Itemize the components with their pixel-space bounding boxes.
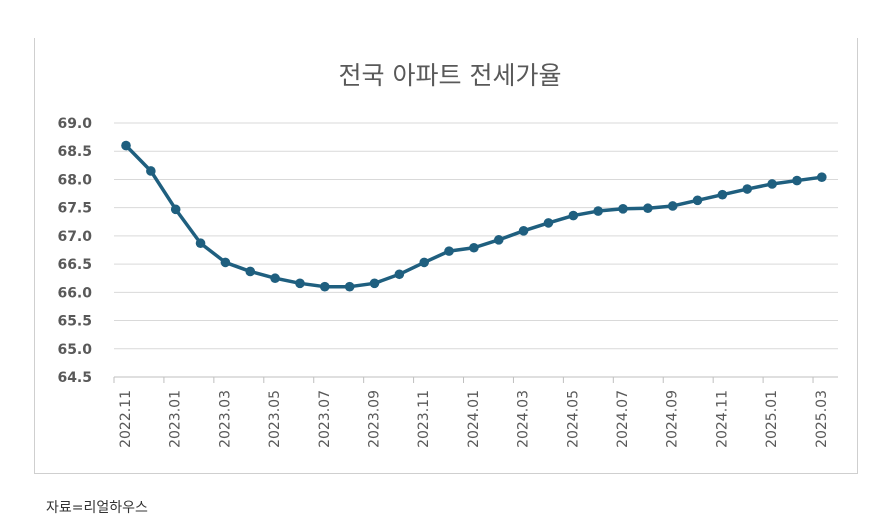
data-point xyxy=(643,203,653,214)
data-point xyxy=(543,218,554,228)
y-tick-label: 65.5 xyxy=(57,314,92,330)
x-tick-label: 2023.03 xyxy=(217,390,233,448)
y-tick-label: 64.5 xyxy=(57,370,92,386)
data-point xyxy=(394,269,405,280)
data-point xyxy=(692,195,703,206)
x-tick-label: 2023.01 xyxy=(168,390,184,448)
data-point xyxy=(419,257,430,268)
y-tick-label: 66.5 xyxy=(57,257,92,273)
y-tick-label: 69.0 xyxy=(57,116,92,132)
x-tick-label: 2023.09 xyxy=(367,390,383,448)
data-point xyxy=(295,278,305,289)
chart-frame xyxy=(34,38,858,474)
data-point xyxy=(792,175,802,186)
data-point xyxy=(493,235,504,245)
data-point xyxy=(245,266,256,277)
x-axis: 2022.11 2023.01 2023.03 2023.05 2023.07 2023.… xyxy=(113,376,838,448)
data-point xyxy=(593,206,603,216)
data-point xyxy=(220,257,231,268)
y-tick-label: 67.0 xyxy=(57,229,92,245)
y-tick-label: 67.5 xyxy=(57,201,92,217)
chart-title: 전국 아파트 전세가율 xyxy=(339,61,562,90)
x-tick-label: 2024.01 xyxy=(466,390,482,448)
y-axis-ticks: 69.0 68.5 68.0 67.5 67.0 66.5 66.0 65.5 65.0 64.5 xyxy=(57,116,92,386)
y-tick-label: 66.0 xyxy=(57,285,92,301)
y-tick-label: 68.5 xyxy=(57,144,92,160)
data-point xyxy=(568,210,579,221)
series-polyline xyxy=(124,144,823,289)
x-tick-label: 2022.11 xyxy=(118,390,134,448)
data-point xyxy=(717,189,728,200)
x-tick-label: 2024.07 xyxy=(615,390,631,448)
series-line xyxy=(121,140,827,292)
data-point xyxy=(444,246,454,256)
x-tick-label: 2023.11 xyxy=(416,390,432,448)
data-point xyxy=(817,172,827,182)
data-point xyxy=(667,201,678,211)
data-point xyxy=(767,179,777,189)
data-point xyxy=(121,140,131,151)
data-point xyxy=(170,204,181,215)
data-point xyxy=(469,242,479,253)
x-tick-label: 2025.03 xyxy=(814,390,830,448)
x-tick-label: 2023.05 xyxy=(267,390,283,448)
data-point xyxy=(518,226,529,236)
x-tick-label: 2024.11 xyxy=(714,390,730,448)
x-tick-label: 2025.01 xyxy=(764,390,780,448)
x-tick-label: 2024.03 xyxy=(516,390,532,448)
x-tick-label: 2024.09 xyxy=(665,390,681,448)
x-tick-label: 2023.07 xyxy=(317,390,333,448)
data-point xyxy=(742,184,753,194)
data-point xyxy=(320,281,330,292)
data-point xyxy=(369,278,380,289)
y-tick-label: 65.0 xyxy=(57,342,92,358)
data-point xyxy=(195,238,206,249)
line-chart: 전국 아파트 전세가율 69.0 68.5 68.0 67.5 67.0 66.5 66.0… xyxy=(57,61,838,448)
x-tick-label: 2024.05 xyxy=(565,390,581,448)
data-point xyxy=(270,273,280,284)
source-caption: 자료=리얼하우스 xyxy=(46,500,148,516)
data-point xyxy=(618,203,628,214)
data-point xyxy=(344,281,355,292)
gridlines xyxy=(114,122,838,350)
y-tick-label: 68.0 xyxy=(57,172,92,188)
data-point xyxy=(146,166,156,176)
